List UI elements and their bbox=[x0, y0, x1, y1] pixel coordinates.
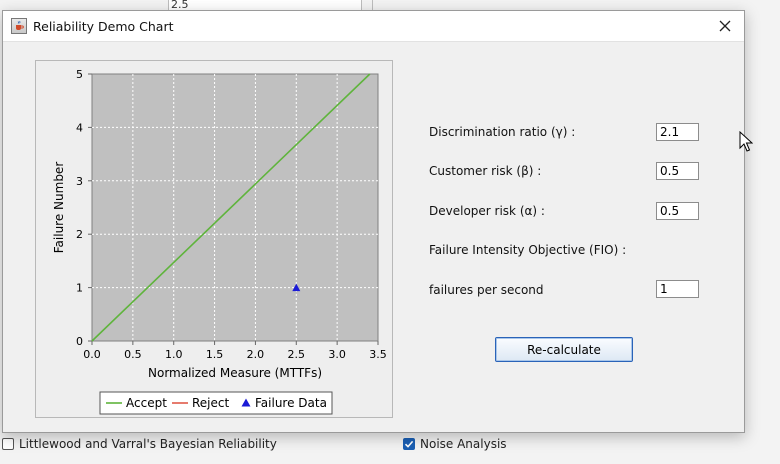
checkbox-box[interactable] bbox=[2, 438, 14, 450]
window-title: Reliability Demo Chart bbox=[33, 18, 174, 34]
reliability-chart: 0.0 0.5 1.0 1.5 2.0 2.5 3.0 3.5 0 1 2 3 4 5 Normaliz… bbox=[52, 68, 387, 415]
plot-area bbox=[91, 73, 379, 342]
customer-risk-label: Customer risk (β) : bbox=[429, 164, 542, 178]
title-bar[interactable]: Reliability Demo Chart bbox=[3, 11, 744, 42]
legend-label: Reject bbox=[192, 396, 229, 410]
java-cup-icon bbox=[11, 18, 27, 34]
recalculate-button[interactable]: Re-calculate bbox=[495, 337, 633, 362]
x-axis-title: Normalized Measure (MTTFs) bbox=[148, 366, 322, 380]
noise-analysis-label: Noise Analysis bbox=[420, 437, 507, 451]
close-icon[interactable] bbox=[716, 17, 734, 35]
x-tick-label: 2.0 bbox=[247, 348, 265, 361]
customer-risk-input[interactable] bbox=[656, 162, 699, 180]
mouse-pointer-icon bbox=[739, 130, 754, 156]
legend-swatch-failure-data bbox=[241, 398, 251, 407]
y-tick-label: 5 bbox=[76, 68, 83, 81]
y-tick-label: 4 bbox=[76, 121, 83, 134]
failure-data-point bbox=[292, 283, 301, 292]
fio-label: Failure Intensity Objective (FIO) : bbox=[429, 243, 627, 257]
reliability-demo-dialog: Reliability Demo Chart 0.0 0.5 1.0 1.5 2.0 2.… bbox=[2, 10, 745, 433]
axes bbox=[88, 73, 379, 345]
legend-box bbox=[99, 391, 333, 415]
chart-legend: Accept Reject Failure Data bbox=[99, 391, 333, 415]
legend-label: Accept bbox=[126, 396, 167, 410]
reliability-chart-panel: 0.0 0.5 1.0 1.5 2.0 2.5 3.0 3.5 0 1 2 3 4 5 Normaliz… bbox=[35, 60, 393, 418]
x-tick-label: 1.0 bbox=[165, 348, 183, 361]
developer-risk-input[interactable] bbox=[656, 202, 699, 220]
x-tick-label: 3.0 bbox=[328, 348, 346, 361]
series-layer bbox=[91, 73, 371, 342]
y-tick-label: 3 bbox=[76, 175, 83, 188]
discrimination-ratio-input[interactable] bbox=[656, 123, 699, 141]
series-line-accept bbox=[91, 73, 371, 342]
legend-label: Failure Data bbox=[255, 396, 327, 410]
discrimination-ratio-label: Discrimination ratio (γ) : bbox=[429, 125, 576, 139]
checkbox-checked-icon[interactable] bbox=[403, 438, 415, 450]
y-tick-label: 0 bbox=[76, 335, 83, 348]
developer-risk-label: Developer risk (α) : bbox=[429, 204, 545, 218]
failures-per-second-label: failures per second bbox=[429, 283, 544, 297]
x-tick-label: 3.5 bbox=[369, 348, 387, 361]
x-tick-label: 1.5 bbox=[206, 348, 224, 361]
littlewood-varral-checkbox[interactable]: Littlewood and Varral's Bayesian Reliabi… bbox=[2, 437, 277, 451]
x-tick-label: 2.5 bbox=[288, 348, 306, 361]
y-axis-title: Failure Number bbox=[52, 162, 66, 254]
background-divider bbox=[372, 0, 373, 10]
failures-per-second-input[interactable] bbox=[656, 280, 699, 298]
background-bottom-bar bbox=[0, 434, 780, 464]
x-tick-label: 0.5 bbox=[124, 348, 142, 361]
littlewood-varral-label: Littlewood and Varral's Bayesian Reliabi… bbox=[19, 437, 277, 451]
y-tick-label: 1 bbox=[76, 282, 83, 295]
y-tick-label: 2 bbox=[76, 228, 83, 241]
y-tick-labels: 0 1 2 3 4 5 bbox=[76, 68, 83, 348]
x-tick-label: 0.0 bbox=[83, 348, 101, 361]
noise-analysis-checkbox[interactable]: Noise Analysis bbox=[403, 437, 507, 451]
grid-lines bbox=[92, 74, 378, 341]
x-tick-labels: 0.0 0.5 1.0 1.5 2.0 2.5 3.0 3.5 bbox=[83, 348, 387, 361]
